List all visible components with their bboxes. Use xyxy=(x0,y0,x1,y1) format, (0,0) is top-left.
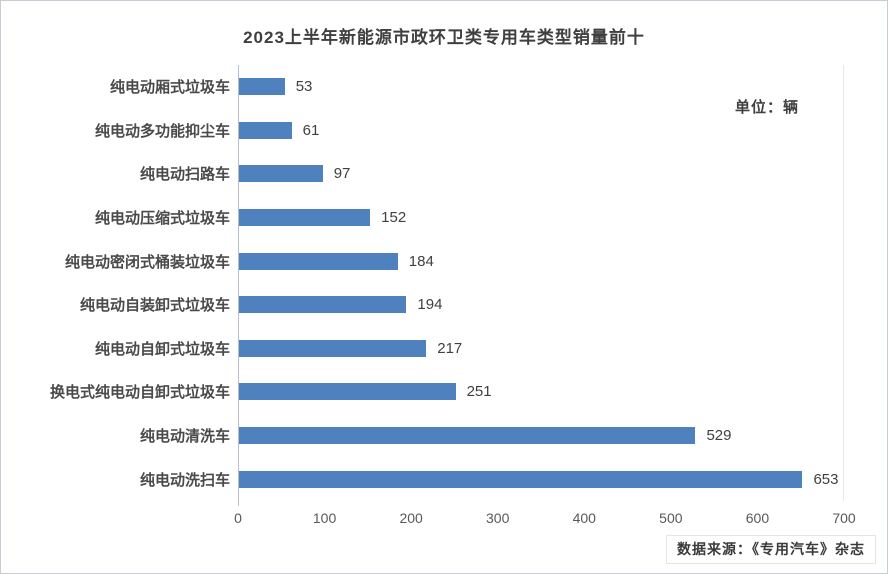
plot-cell: 152 xyxy=(238,195,844,240)
category-label: 纯电动密闭式桶装垃圾车 xyxy=(64,253,230,271)
plot-cell: 194 xyxy=(238,282,844,327)
bar xyxy=(239,339,427,357)
value-label: 53 xyxy=(295,78,313,96)
value-label: 217 xyxy=(437,339,463,357)
bar-chart: 纯电动厢式垃圾车 53 纯电动多功能抑尘车 61 纯电动扫路车 97 纯电动压缩… xyxy=(29,65,856,532)
category-label: 纯电动扫路车 xyxy=(139,166,230,184)
x-tick-label: 300 xyxy=(486,509,510,526)
plot-cell: 97 xyxy=(238,152,844,196)
value-label: 529 xyxy=(706,427,732,445)
chart-row: 纯电动洗扫车 653 xyxy=(29,457,844,501)
chart-row: 纯电动扫路车 97 xyxy=(29,152,844,196)
x-tick-label: 100 xyxy=(312,509,337,526)
data-source-label: 数据来源：《专用汽车》杂志 xyxy=(666,535,876,564)
bar xyxy=(239,252,398,270)
chart-row: 纯电动压缩式垃圾车 152 xyxy=(29,195,844,240)
chart-row: 纯电动自装卸式垃圾车 194 xyxy=(29,282,844,327)
chart-row: 换电式纯电动自卸式垃圾车 251 xyxy=(29,370,844,414)
plot-cell: 653 xyxy=(238,457,844,501)
bar xyxy=(239,121,292,139)
value-label: 194 xyxy=(417,296,443,314)
value-label: 251 xyxy=(466,383,492,401)
plot-cell: 529 xyxy=(238,413,844,458)
category-label: 纯电动压缩式垃圾车 xyxy=(94,210,230,228)
category-label: 换电式纯电动自卸式垃圾车 xyxy=(49,384,230,402)
plot-cell: 217 xyxy=(238,326,844,371)
x-tick-label: 700 xyxy=(832,509,856,526)
category-label: 纯电动多功能抑尘车 xyxy=(94,122,230,140)
category-label: 纯电动自装卸式垃圾车 xyxy=(79,297,230,315)
bar xyxy=(239,165,323,183)
bar xyxy=(239,78,285,96)
x-tick-label: 600 xyxy=(745,509,770,526)
value-label: 97 xyxy=(333,165,351,183)
chart-row: 纯电动多功能抑尘车 61 xyxy=(29,108,844,153)
chart-row: 纯电动自卸式垃圾车 217 xyxy=(29,326,844,371)
x-tick-label: 400 xyxy=(572,509,596,526)
plot-cell: 53 xyxy=(238,65,844,109)
y-axis-line xyxy=(238,500,844,506)
value-label: 61 xyxy=(302,121,320,139)
category-label: 纯电动洗扫车 xyxy=(139,471,230,489)
bar xyxy=(239,427,696,445)
bar xyxy=(239,296,407,314)
plot-cell: 251 xyxy=(238,370,844,414)
x-tick-label: 500 xyxy=(659,509,683,526)
x-tick-label: 0 xyxy=(234,509,242,526)
category-label: 纯电动清洗车 xyxy=(139,428,230,446)
value-label: 653 xyxy=(813,470,839,488)
chart-row: 纯电动厢式垃圾车 53 xyxy=(29,65,844,109)
plot-cell: 184 xyxy=(238,239,844,283)
value-label: 184 xyxy=(408,252,434,270)
bar xyxy=(239,470,803,488)
value-label: 152 xyxy=(381,209,407,227)
x-axis: 0 100 200 300 400 500 600 700 xyxy=(234,509,856,532)
chart-row: 纯电动清洗车 529 xyxy=(29,413,844,458)
x-tick-label: 200 xyxy=(399,509,423,526)
bar xyxy=(239,383,456,401)
unit-label: 单位：辆 xyxy=(734,99,799,116)
bar xyxy=(239,209,371,227)
chart-title: 2023上半年新能源市政环卫类专用车类型销量前十 xyxy=(243,28,645,47)
chart-row: 纯电动密闭式桶装垃圾车 184 xyxy=(29,239,844,283)
category-label: 纯电动自卸式垃圾车 xyxy=(94,340,230,358)
category-label: 纯电动厢式垃圾车 xyxy=(109,79,230,97)
plot-cell: 61 xyxy=(238,108,844,153)
